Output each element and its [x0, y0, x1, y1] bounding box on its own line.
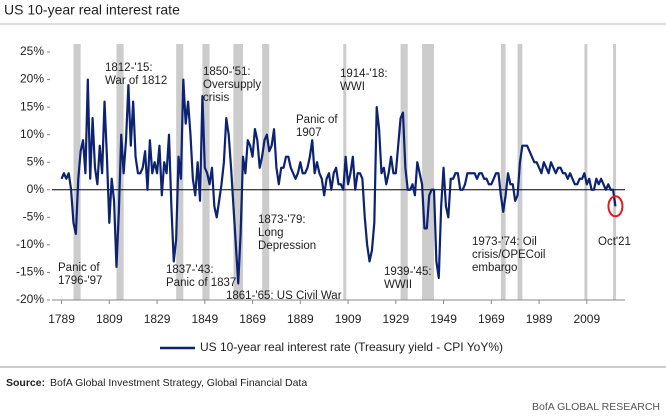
x-tick-label: 1949	[430, 312, 457, 326]
annotation: 1796-'97	[58, 275, 102, 287]
x-tick-label: 1789	[48, 312, 75, 326]
shaded-period	[422, 44, 434, 300]
y-tick-label: -5%	[23, 210, 45, 224]
x-tick-label: 1989	[526, 312, 553, 326]
legend-label: US 10-year real interest rate (Treasury …	[200, 340, 503, 354]
y-tick-label: -15%	[16, 265, 44, 279]
x-tick-label: 1809	[96, 312, 123, 326]
annotation: 1861-'65: US Civil War	[226, 290, 342, 302]
y-tick-label: 0%	[27, 182, 45, 196]
annotation: War of 1812	[105, 75, 167, 87]
annotation: WWI	[340, 81, 365, 93]
annotation: Oversupply	[203, 79, 261, 91]
x-tick-label: 1929	[382, 312, 409, 326]
annotation: Panic of	[296, 114, 338, 126]
y-tick-label: 15%	[20, 99, 44, 113]
annotation: crisis	[203, 92, 229, 104]
x-tick-label: 1829	[144, 312, 171, 326]
annotation: crisis/OPECoil	[472, 249, 545, 261]
chart-title: US 10-year real interest rate	[4, 2, 180, 18]
shaded-period	[73, 44, 81, 300]
annotation: 1914-'18:	[340, 68, 388, 80]
shaded-period	[233, 44, 243, 300]
shaded-period	[400, 44, 408, 300]
x-tick-label: 2009	[573, 312, 600, 326]
shaded-period	[262, 44, 270, 300]
annotation: 1907	[296, 127, 322, 139]
y-tick-label: -10%	[16, 237, 44, 251]
annotation: Depression	[258, 240, 316, 252]
source-label: Source:	[6, 377, 45, 389]
x-tick-label: 1889	[287, 312, 314, 326]
x-tick-label: 1849	[191, 312, 218, 326]
shaded-period	[584, 44, 588, 300]
annotation: 1812-'15:	[105, 62, 153, 74]
shaded-period	[500, 44, 506, 300]
annotation: WWII	[384, 279, 412, 291]
x-tick-label: 1869	[239, 312, 266, 326]
y-tick-label: 10%	[20, 127, 44, 141]
source: BofA Global Investment Strategy, Global …	[50, 377, 307, 389]
shaded-period	[613, 44, 617, 300]
highlight-circle	[607, 195, 624, 218]
annotation: Long	[258, 227, 284, 239]
annotation: 1873-'79:	[258, 214, 306, 226]
annotation: Panic of	[58, 262, 100, 274]
annotation: 1939-'45:	[384, 266, 432, 278]
y-tick-label: 5%	[27, 154, 45, 168]
x-tick-label: 1909	[335, 312, 362, 326]
y-tick-label: 20%	[20, 72, 44, 86]
y-tick-label: 25%	[20, 44, 44, 58]
annotation: Oct'21	[598, 236, 631, 248]
series-line	[60, 78, 617, 285]
annotation: embargo	[472, 262, 517, 274]
annotation: Panic of 1837	[166, 277, 236, 289]
annotation: 1837-'43:	[166, 264, 214, 276]
annotation: 1973-'74: Oil	[472, 236, 537, 248]
brand: BofA GLOBAL RESEARCH	[532, 401, 660, 413]
y-tick-label: -20%	[16, 292, 44, 306]
x-tick-label: 1969	[478, 312, 505, 326]
annotation: 1850-'51:	[203, 66, 251, 78]
